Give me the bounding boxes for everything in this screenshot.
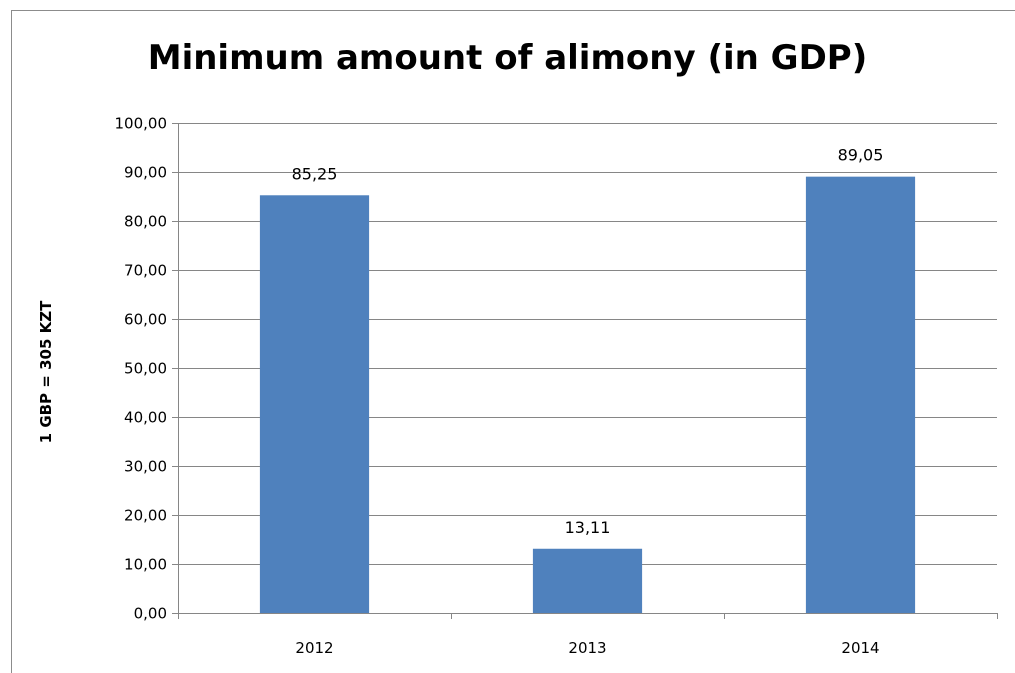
y-tick-label: 60,00 xyxy=(124,311,167,329)
x-tick-label: 2014 xyxy=(841,639,879,657)
y-tick-label: 40,00 xyxy=(124,409,167,427)
labels: 0,00 10,00 20,00 30,00 40,00 50,00 60,00 70,00 8… xyxy=(115,115,884,658)
data-label: 89,05 xyxy=(838,146,884,165)
chart-title: Minimum amount of alimony (in GDP) xyxy=(147,38,868,78)
data-label: 13,11 xyxy=(565,518,611,537)
y-tick-label: 50,00 xyxy=(124,360,167,378)
y-tick-label: 80,00 xyxy=(124,213,167,231)
y-tick-label: 0,00 xyxy=(134,605,167,623)
y-tick-label: 100,00 xyxy=(115,115,168,133)
bar xyxy=(259,195,370,613)
bars xyxy=(259,176,916,613)
x-tick-label: 2012 xyxy=(295,639,333,657)
data-label: 85,25 xyxy=(292,164,338,183)
x-tick-label: 2013 xyxy=(568,639,606,657)
bar xyxy=(532,548,643,613)
y-tick-label: 70,00 xyxy=(124,262,167,280)
y-tick-label: 20,00 xyxy=(124,507,167,525)
y-tick-label: 30,00 xyxy=(124,458,167,476)
bar xyxy=(805,176,916,613)
axes xyxy=(172,123,998,619)
y-tick-label: 10,00 xyxy=(124,556,167,574)
y-tick-label: 90,00 xyxy=(124,164,167,182)
